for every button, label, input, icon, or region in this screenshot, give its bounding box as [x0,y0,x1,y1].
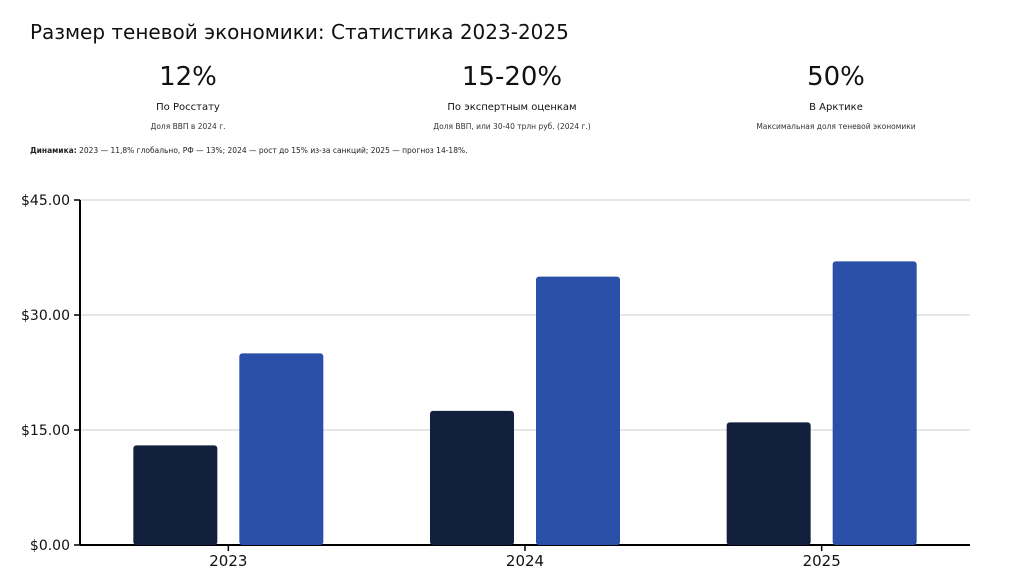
y-tick-label: $45.00 [21,193,70,209]
stat-label: В Арктике [809,102,863,113]
y-tick-label: $0.00 [30,538,70,554]
stat-experts: 15-20% По экспертным оценкам Доля ВВП, и… [342,60,682,131]
x-tick-label: 2025 [803,552,841,570]
bar [726,422,811,545]
stat-value: 15-20% [461,62,563,92]
dynamics-note: Динамика: 2023 — 11,8% глобально, РФ — 1… [30,146,467,155]
bar [239,353,324,545]
dynamics-text: 2023 — 11,8% глобально, РФ — 13%; 2024 —… [79,146,468,155]
bar-chart: $0.00 $15.00 $30.00 $45.00 2023 2024 2025 [21,193,970,570]
stat-label: По Росстату [156,102,220,113]
dynamics-label: Динамика: [30,146,77,155]
x-tick-label: 2023 [209,552,247,570]
bar [832,261,917,545]
stat-value: 50% [807,62,865,92]
x-tick-label: 2024 [506,552,544,570]
bar [430,410,514,545]
stat-sub: Доля ВВП в 2024 г. [150,122,226,131]
bar [133,445,218,545]
page-title: Размер теневой экономики: Статистика 202… [30,20,569,44]
stat-sub: Максимальная доля теневой экономики [756,122,916,131]
stat-value: 12% [159,62,217,92]
y-tick-label: $15.00 [21,423,70,439]
bar [536,276,620,545]
y-tick-label: $30.00 [21,308,70,324]
stat-sub: Доля ВВП, или 30-40 трлн руб. (2024 г.) [433,122,591,131]
stat-rosstat: 12% По Росстату Доля ВВП в 2024 г. [18,60,358,131]
stat-label: По экспертным оценкам [447,102,577,113]
stat-arctic: 50% В Арктике Максимальная доля теневой … [666,60,1006,131]
